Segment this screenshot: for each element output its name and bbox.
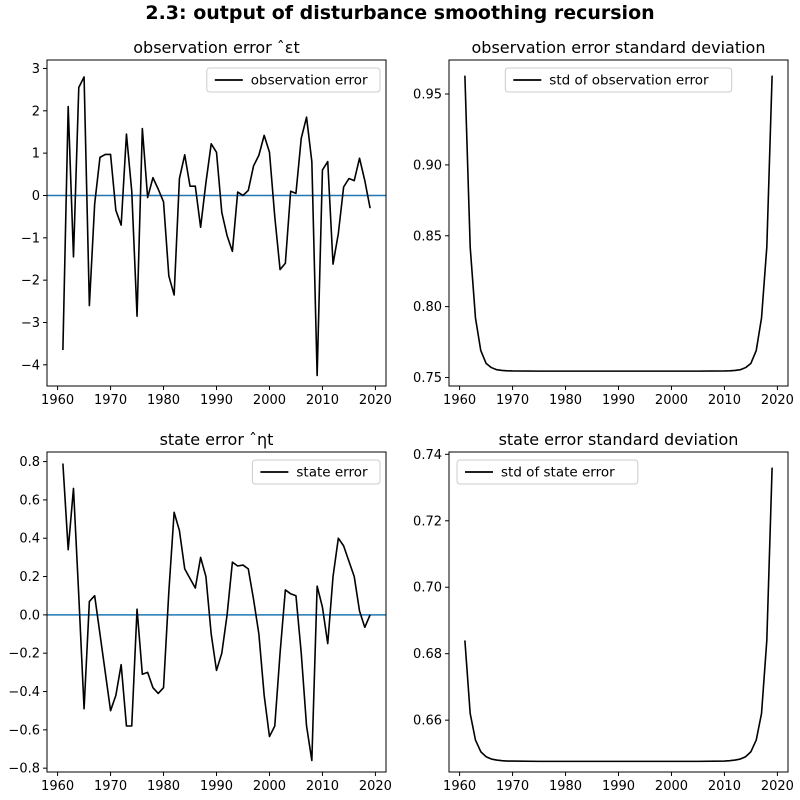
x-tick-label: 1960: [443, 779, 476, 794]
y-tick-label: 0.72: [413, 514, 442, 529]
legend-label: std of observation error: [549, 73, 709, 89]
y-tick-label: 0.0: [19, 608, 40, 623]
y-tick-label: −0.2: [8, 647, 40, 662]
y-tick-label: 0.80: [413, 300, 442, 315]
series-line: [62, 463, 371, 762]
x-tick-label: 2010: [306, 779, 339, 794]
y-tick-label: 0.95: [413, 88, 442, 103]
axes-title: observation error ˆεt: [133, 38, 299, 57]
y-tick-label: −1: [21, 231, 40, 246]
y-tick-label: −3: [21, 316, 40, 331]
series-line: [464, 75, 773, 372]
x-tick-label: 1980: [549, 393, 582, 408]
x-tick-label: 2010: [708, 393, 741, 408]
x-tick-label: 2000: [253, 393, 286, 408]
y-tick-label: 0.70: [413, 581, 442, 596]
axes-frame: [448, 451, 789, 773]
x-tick-label: 2000: [655, 779, 688, 794]
axes-1: observation error ˆεt 1960 1970 1980 1990 200…: [21, 38, 392, 408]
y-tick-label: 1: [32, 147, 40, 162]
y-tick-label: 0.75: [413, 371, 442, 386]
legend-box: [456, 459, 639, 485]
x-tick-label: 1990: [200, 393, 233, 408]
legend-box: [206, 67, 381, 93]
x-tick-label: 1970: [496, 393, 529, 408]
axes-frame: [46, 451, 387, 773]
x-tick-label: 2000: [253, 779, 286, 794]
legend-label: std of state error: [501, 465, 615, 481]
axes-frame: [46, 59, 387, 387]
y-tick-label: 0.8: [19, 455, 40, 470]
x-tick-label: 1960: [41, 779, 74, 794]
legend-label: observation error: [251, 73, 368, 89]
figure-suptitle: 2.3: output of disturbance smoothing rec…: [145, 2, 655, 24]
x-tick-label: 1990: [200, 779, 233, 794]
y-tick-label: 0.66: [413, 714, 442, 729]
x-tick-label: 1970: [94, 779, 127, 794]
y-tick-label: 0.2: [19, 570, 40, 585]
y-tick-label: 0.6: [19, 493, 40, 508]
x-tick-label: 1960: [443, 393, 476, 408]
axes-3: state error ˆηt 1960 1970 1980 1990 2000 2010 2…: [8, 430, 392, 794]
y-tick-label: −4: [21, 358, 40, 373]
axes-title: state error ˆηt: [160, 430, 274, 449]
x-tick-label: 2010: [708, 779, 741, 794]
y-tick-label: −2: [21, 274, 40, 289]
x-tick-label: 2000: [655, 393, 688, 408]
x-tick-label: 2020: [761, 779, 794, 794]
y-tick-label: 0: [32, 189, 40, 204]
x-tick-label: 1960: [41, 393, 74, 408]
series-line: [464, 467, 773, 763]
y-tick-label: 0.74: [413, 448, 442, 463]
y-tick-label: 0.4: [19, 532, 40, 547]
y-tick-label: 0.85: [413, 229, 442, 244]
y-tick-label: 0.68: [413, 647, 442, 662]
legend-box: [251, 459, 381, 485]
x-tick-label: 2010: [306, 393, 339, 408]
x-tick-label: 1980: [147, 393, 180, 408]
x-tick-label: 2020: [761, 393, 794, 408]
series-line: [62, 76, 371, 377]
x-tick-label: 2020: [359, 393, 392, 408]
y-tick-label: 2: [32, 104, 40, 119]
x-tick-label: 1990: [602, 779, 635, 794]
axes-title: state error standard deviation: [499, 430, 739, 449]
x-tick-label: 1990: [602, 393, 635, 408]
x-tick-label: 2020: [359, 779, 392, 794]
x-tick-label: 1970: [496, 779, 529, 794]
y-tick-label: −0.8: [8, 762, 40, 777]
axes-2: observation error standard deviation 1960…: [413, 38, 794, 408]
legend-box: [504, 67, 733, 93]
y-tick-label: 0.90: [413, 158, 442, 173]
x-tick-label: 1980: [549, 779, 582, 794]
legend-label: state error: [296, 465, 368, 481]
y-tick-label: −0.4: [8, 685, 40, 700]
axes-frame: [448, 59, 789, 387]
axes-title: observation error standard deviation: [472, 38, 766, 57]
y-tick-label: 3: [32, 62, 40, 77]
x-tick-label: 1970: [94, 393, 127, 408]
y-tick-label: −0.6: [8, 723, 40, 738]
x-tick-label: 1980: [147, 779, 180, 794]
axes-4: state error standard deviation 1960 1970 19…: [413, 430, 794, 794]
